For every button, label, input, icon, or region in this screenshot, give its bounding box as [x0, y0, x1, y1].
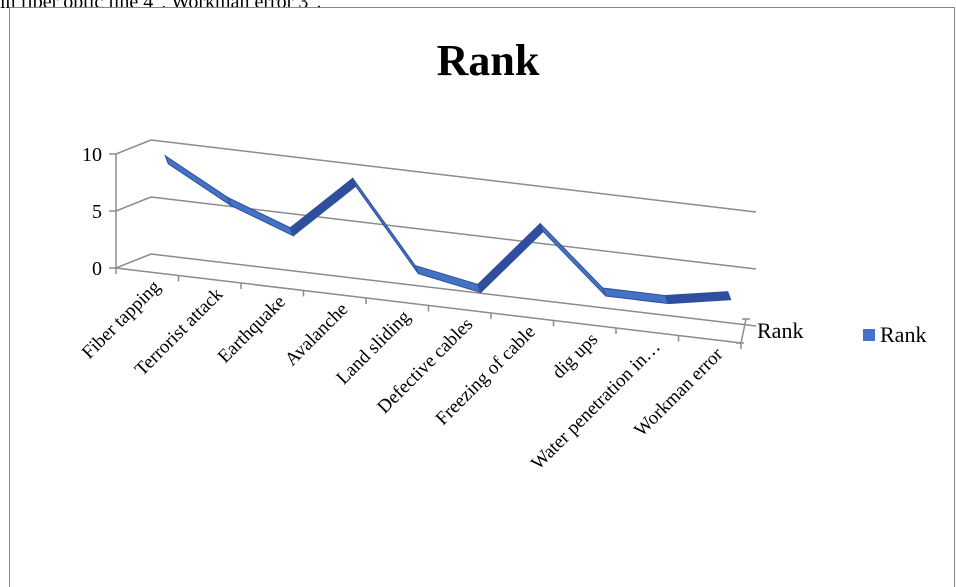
series-segment — [228, 197, 294, 235]
chart-title: Rank — [437, 36, 540, 85]
series-segment — [290, 178, 356, 236]
side-gridline — [116, 140, 151, 154]
series-segment — [165, 156, 231, 206]
y-tick-label: 5 — [92, 201, 102, 223]
category-label: Earthquake — [214, 291, 290, 367]
legend-swatch — [863, 329, 875, 341]
y-tick-label: 0 — [92, 258, 102, 280]
category-label: dig ups — [548, 329, 602, 383]
series-segment — [665, 292, 731, 304]
series-segment — [478, 224, 544, 293]
depth-axis — [741, 319, 746, 343]
category-label: Water penetration in… — [527, 336, 665, 474]
y-tick-label: 10 — [82, 144, 102, 166]
series-segment — [415, 266, 481, 293]
category-label: Avalanche — [281, 299, 352, 370]
legend-label: Rank — [880, 322, 926, 347]
series-segment — [540, 224, 606, 296]
series-segment — [603, 288, 669, 304]
series-segment — [353, 178, 419, 273]
legend: Rank — [863, 322, 926, 347]
side-gridline — [116, 254, 151, 268]
y-tick-labels: 0 5 10 — [82, 144, 102, 280]
back-gridline — [151, 254, 756, 326]
depth-axis-label: Rank — [757, 318, 803, 343]
back-gridline — [151, 140, 756, 212]
side-gridline — [116, 197, 151, 211]
series-rank — [165, 156, 731, 304]
